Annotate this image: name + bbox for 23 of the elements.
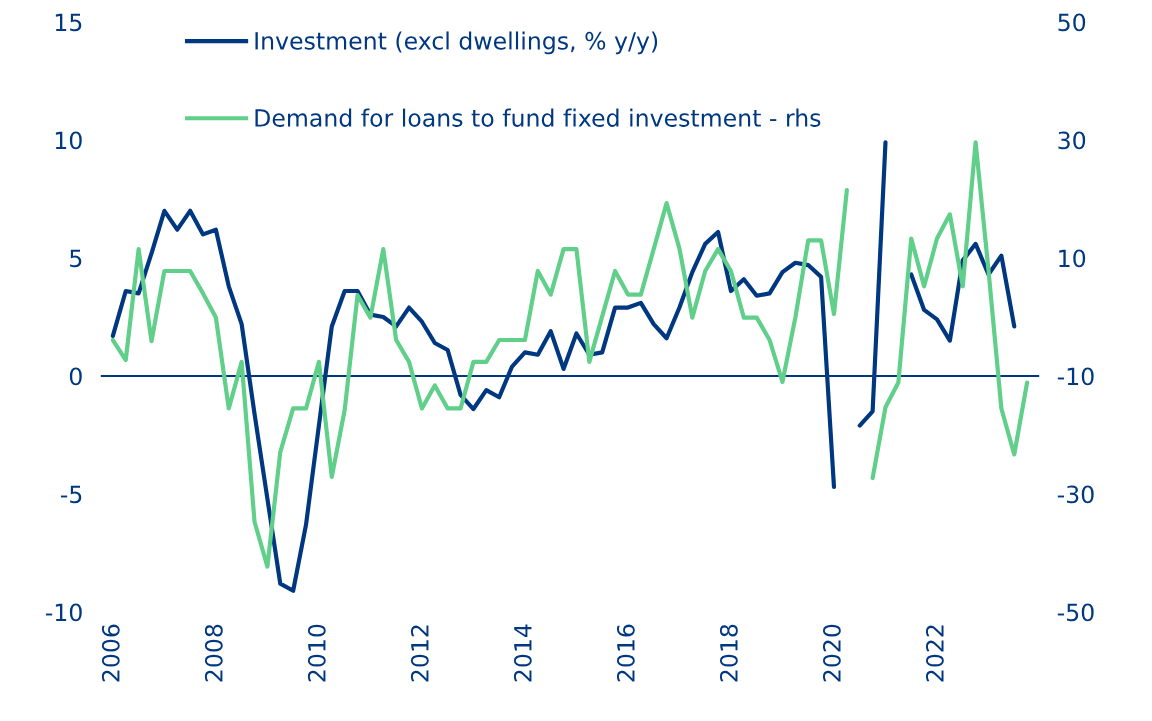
- x-tick-label: 2008: [204, 624, 223, 682]
- x-tick-label: 2020: [822, 624, 841, 682]
- y2-tick-label: -30: [1057, 485, 1094, 504]
- x-tick-label: 2016: [616, 624, 635, 682]
- y2-tick-label: 30: [1058, 131, 1086, 150]
- x-tick-label: 2022: [925, 625, 944, 682]
- x-tick-label: 2012: [410, 625, 429, 682]
- y-tick-label: 15: [55, 13, 82, 32]
- legend-label: Investment (excl dwellings, % y/y): [255, 31, 658, 55]
- y2-tick-label: -50: [1057, 603, 1094, 622]
- legend-label: Demand for loans to fund fixed investment - rhs: [255, 108, 821, 127]
- y-tick-label: 5: [70, 249, 82, 268]
- x-tick-label: 2018: [719, 624, 738, 682]
- x-tick-label: 2014: [513, 624, 532, 682]
- x-tick-label: 2010: [307, 624, 326, 682]
- y-tick-label: 10: [55, 131, 82, 150]
- y-tick-label: -5: [60, 485, 82, 504]
- y-tick-label: 0: [69, 367, 82, 386]
- x-tick-label: 2006: [101, 624, 120, 682]
- y2-tick-label: -10: [1057, 367, 1094, 386]
- y-tick-label: -10: [45, 603, 82, 622]
- y2-tick-label: 50: [1058, 13, 1086, 32]
- y2-tick-label: 10: [1059, 249, 1086, 268]
